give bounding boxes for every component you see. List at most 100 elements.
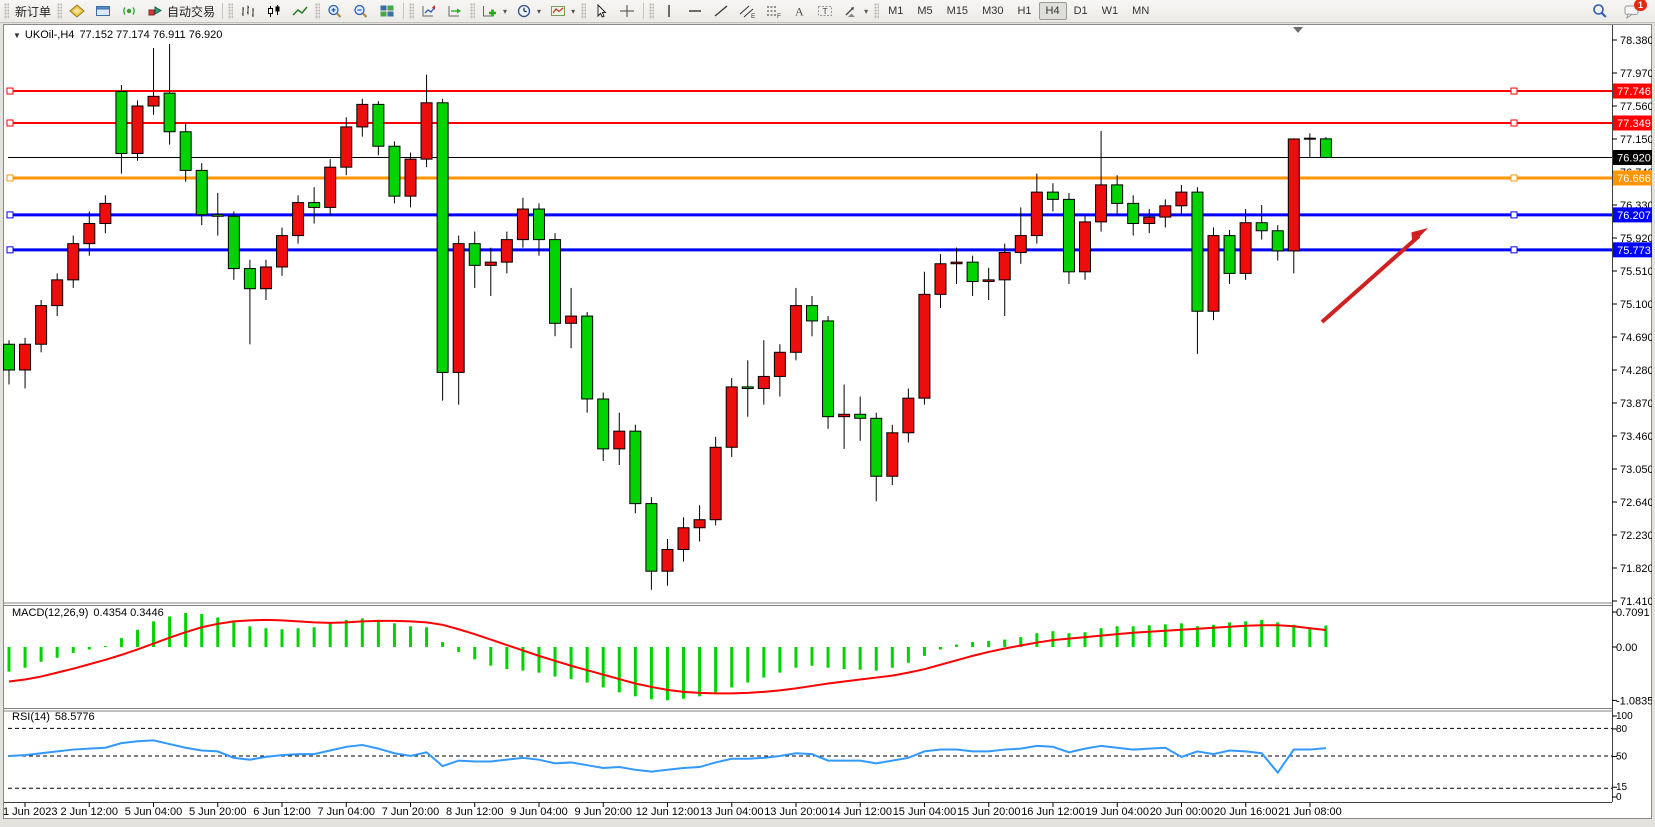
rsi-indicator-value: 58.5776 <box>54 711 95 723</box>
shift1-icon <box>420 3 438 19</box>
candles-icon <box>265 3 283 19</box>
svg-text:A: A <box>795 5 804 19</box>
auto-trading-button[interactable]: 自动交易 <box>142 2 219 20</box>
clock-icon <box>515 3 533 19</box>
auto-scroll-button[interactable] <box>416 2 442 20</box>
text-button[interactable]: A <box>786 2 812 20</box>
hline-handle[interactable] <box>6 87 14 95</box>
hline-handle[interactable] <box>6 211 14 219</box>
templates-button[interactable]: ▾ <box>545 2 579 20</box>
svg-text:73.460: 73.460 <box>1620 431 1652 443</box>
equidistant-channel-button[interactable]: E <box>734 2 760 20</box>
toolbar-drag-handle <box>57 3 63 19</box>
svg-text:74.280: 74.280 <box>1620 365 1652 377</box>
hline-handle[interactable] <box>1510 246 1518 254</box>
timeframe-m30-button[interactable]: M30 <box>982 5 1004 17</box>
textT-icon: T <box>816 3 834 19</box>
charts-window-button[interactable] <box>90 2 116 20</box>
timeframe-mn-button[interactable]: MN <box>1132 5 1150 17</box>
time-label: 20 Jun 16:00 <box>1214 806 1278 818</box>
bar-chart-button[interactable] <box>235 2 261 20</box>
hline-handle[interactable] <box>1510 119 1518 127</box>
macd-pane[interactable]: 0.7091 0.00 -1.0835 <box>7 607 1653 707</box>
svg-text:71.410: 71.410 <box>1620 596 1652 608</box>
trendline-button[interactable] <box>708 2 734 20</box>
bars-icon <box>239 3 257 19</box>
zoom-out-button[interactable] <box>348 2 374 20</box>
timeframe-h4-button[interactable]: H4 <box>1038 2 1067 20</box>
rsi-label: RSI(14) 58.5776 <box>12 711 95 723</box>
chat-button[interactable]: 1 <box>1619 0 1647 20</box>
chart-canvas[interactable]: 78.38077.97077.56077.15076.74076.33075.9… <box>3 24 1652 819</box>
candle-chart-button[interactable] <box>261 2 287 20</box>
svg-text:0.7091: 0.7091 <box>1616 607 1650 619</box>
time-label: 9 Jun 04:00 <box>510 806 568 818</box>
vline-icon <box>660 3 678 19</box>
shapes-icon <box>842 3 860 19</box>
candlesticks <box>3 44 1332 590</box>
horizontal-line-button[interactable] <box>682 2 708 20</box>
timeframe-w1-button[interactable]: W1 <box>1101 5 1119 17</box>
time-label: 19 Jun 04:00 <box>1085 806 1149 818</box>
market-watch-button[interactable] <box>64 2 90 20</box>
svg-text:77.970: 77.970 <box>1620 68 1652 80</box>
horizontal-line-objects[interactable] <box>6 87 1612 254</box>
svg-text:0: 0 <box>1616 792 1622 803</box>
toolbar-drag-handle <box>315 3 321 19</box>
chat-icon: 1 <box>1623 0 1647 19</box>
hline-handle[interactable] <box>6 246 14 254</box>
svg-text:78.380: 78.380 <box>1620 35 1652 47</box>
chart-window-icon <box>94 3 112 19</box>
arrow-object[interactable] <box>1320 228 1428 324</box>
svg-text:77.150: 77.150 <box>1620 134 1652 146</box>
indicators-button[interactable]: ▾ <box>477 2 511 20</box>
chevron-down-icon: ▾ <box>864 6 869 16</box>
time-label: 1 Jun 2023 <box>3 806 57 818</box>
text-label-button[interactable]: T <box>812 2 838 20</box>
linechart-icon <box>291 3 309 19</box>
timeframe-d1-button[interactable]: D1 <box>1073 5 1088 17</box>
timeframe-m1-button[interactable]: M1 <box>888 5 904 17</box>
time-label: 15 Jun 04:00 <box>893 806 957 818</box>
chart-shift-marker-icon[interactable] <box>1293 27 1303 33</box>
hline-handle[interactable] <box>6 119 14 127</box>
notification-badge: 1 <box>1633 0 1647 11</box>
chevron-down-icon: ▾ <box>503 6 508 16</box>
vertical-line-button[interactable] <box>656 2 682 20</box>
cursor-button[interactable] <box>588 2 614 20</box>
new-order-button[interactable]: 新订单 <box>11 2 55 20</box>
crosshair-button[interactable] <box>614 2 640 20</box>
trendline-icon <box>712 3 730 19</box>
fibonacci-button[interactable]: F <box>760 2 786 20</box>
svg-text:-1.0835: -1.0835 <box>1616 695 1652 707</box>
hline-handle[interactable] <box>1510 211 1518 219</box>
price-badge-76.666: 76.666 <box>1617 173 1651 185</box>
time-label: 5 Jun 20:00 <box>189 806 247 818</box>
line-chart-button[interactable] <box>287 2 313 20</box>
tile-windows-button[interactable] <box>374 2 400 20</box>
symbol-dropdown-icon[interactable]: ▼ <box>13 31 21 40</box>
timeframe-h1-button[interactable]: H1 <box>1017 5 1032 17</box>
template-icon <box>549 3 567 19</box>
hline-handle[interactable] <box>1510 174 1518 182</box>
time-axis[interactable]: 1 Jun 2023 2 Jun 12:00 5 Jun 04:00 5 Jun 20… <box>3 802 1342 819</box>
macd-label: MACD(12,26,9) 0.4354 0.3446 <box>12 607 164 619</box>
time-label: 12 Jun 12:00 <box>636 806 700 818</box>
arrows-button[interactable]: ▾ <box>838 2 872 20</box>
zoom-out-icon <box>352 3 370 19</box>
shift2-icon <box>446 3 464 19</box>
hline-handle[interactable] <box>6 174 14 182</box>
periods-button[interactable]: ▾ <box>511 2 545 20</box>
zoom-in-button[interactable] <box>322 2 348 20</box>
price-badge-76.920: 76.920 <box>1617 153 1651 165</box>
toolbar: 新订单 自动交易 ▾ ▾ ▾ E F A T ▾ M1 M5 M15 M30 H1 H4 D1 W1 MN 1 <box>0 0 1655 23</box>
signal-button[interactable] <box>116 2 142 20</box>
search-button[interactable] <box>1587 2 1613 20</box>
timeframe-m5-button[interactable]: M5 <box>917 5 933 17</box>
chart-shift-button[interactable] <box>442 2 468 20</box>
hline-handle[interactable] <box>1510 87 1518 95</box>
price-axis[interactable]: 78.38077.97077.56077.15076.74076.33075.9… <box>1612 35 1652 608</box>
timeframe-m15-button[interactable]: M15 <box>946 5 969 17</box>
rsi-pane[interactable]: 100 80 50 150 <box>8 711 1633 803</box>
tile-icon <box>378 3 396 19</box>
